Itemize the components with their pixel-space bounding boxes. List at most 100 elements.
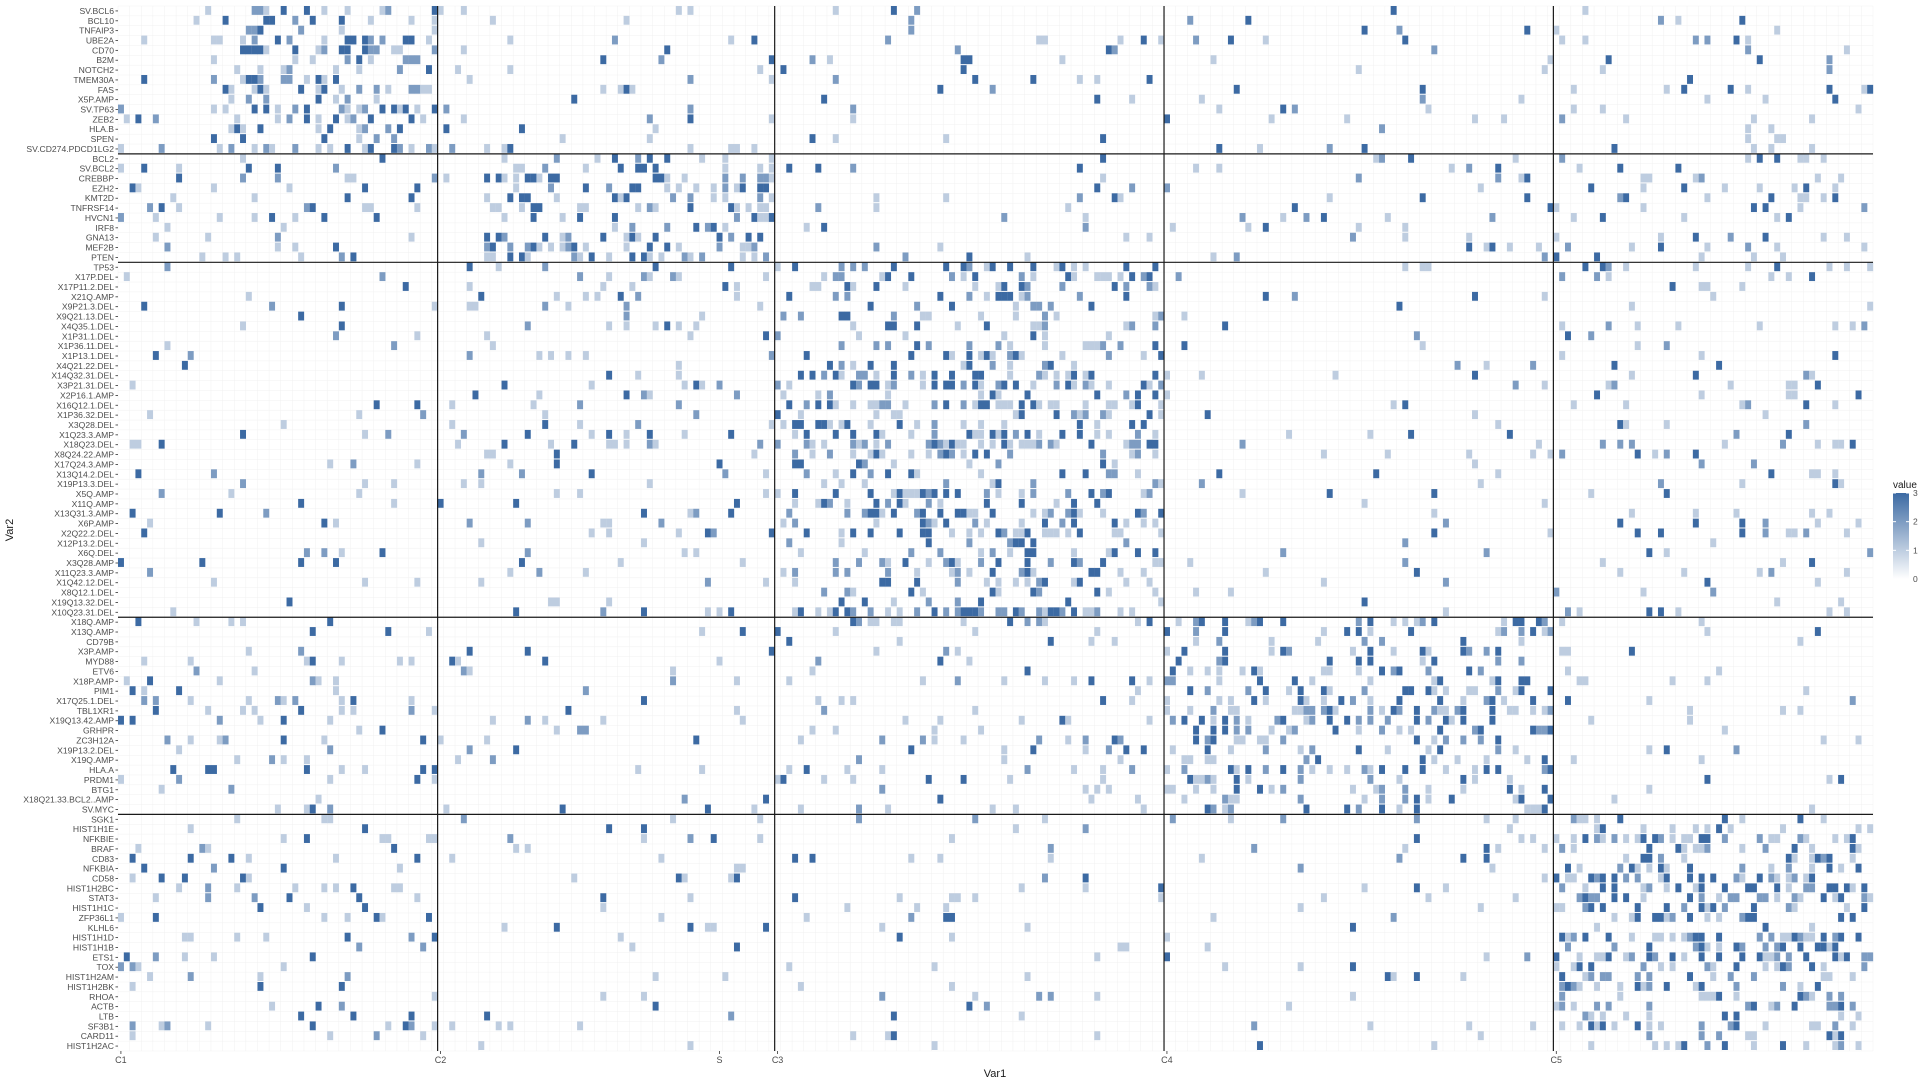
heatmap-cell <box>1408 153 1415 163</box>
heatmap-cell <box>1814 469 1821 479</box>
heatmap-cell <box>577 1021 584 1031</box>
heatmap-cell <box>379 272 386 282</box>
heatmap-cell <box>1053 400 1060 410</box>
heatmap-cell <box>879 784 886 794</box>
heatmap-cell <box>1425 745 1432 755</box>
heatmap-cell <box>710 193 717 203</box>
heatmap-cell <box>815 400 822 410</box>
heatmap-cell <box>1036 617 1043 627</box>
heatmap-cell <box>176 686 183 696</box>
heatmap-cell <box>292 45 299 55</box>
heatmap-cell <box>1797 636 1804 646</box>
heatmap-cell <box>141 35 148 45</box>
heatmap-cell <box>152 705 159 715</box>
heatmap-cell <box>1512 686 1519 696</box>
heatmap-cell <box>1105 429 1112 439</box>
heatmap-cell <box>1158 311 1165 321</box>
heatmap-cell <box>1809 558 1816 567</box>
heatmap-cell <box>1193 587 1200 597</box>
heatmap-cell <box>240 173 246 183</box>
heatmap-cell <box>983 577 990 587</box>
heatmap-cell <box>274 104 281 114</box>
heatmap-cell <box>484 144 491 153</box>
heatmap-cell <box>1611 1021 1618 1031</box>
heatmap-cell <box>408 15 415 25</box>
heatmap-cell <box>1030 400 1037 410</box>
heatmap-cell <box>1251 1021 1258 1031</box>
heatmap-cell <box>1379 666 1385 676</box>
heatmap-cell <box>1472 765 1478 774</box>
heatmap-cell <box>1838 173 1845 183</box>
heatmap-cell <box>1065 715 1072 725</box>
heatmap-cell <box>1024 439 1031 449</box>
heatmap-cell <box>181 952 188 962</box>
heatmap-cell <box>763 331 770 341</box>
heatmap-cell <box>431 834 438 843</box>
heatmap-cell <box>1867 262 1874 272</box>
y-tick-label: X11Q.AMP <box>72 499 115 509</box>
heatmap-cell <box>1657 607 1664 617</box>
heatmap-cell <box>414 577 421 587</box>
heatmap-cell <box>1007 538 1014 548</box>
heatmap-cell <box>1663 745 1670 755</box>
heatmap-cell <box>856 755 862 765</box>
heatmap-cell <box>1663 863 1670 873</box>
heatmap-cell <box>1402 222 1409 232</box>
heatmap-cell <box>1198 853 1205 863</box>
heatmap-cell <box>1402 538 1409 548</box>
heatmap-cell <box>850 469 857 479</box>
heatmap-cell <box>1012 380 1019 390</box>
heatmap-cell <box>303 804 310 814</box>
heatmap-cell <box>1518 617 1525 627</box>
heatmap-cell <box>641 696 647 705</box>
heatmap-cell <box>1239 213 1246 222</box>
heatmap-cell <box>1082 873 1089 883</box>
heatmap-cell <box>216 213 223 222</box>
heatmap-cell <box>367 55 374 65</box>
heatmap-cell <box>1442 577 1449 587</box>
heatmap-cell <box>298 498 305 508</box>
heatmap-cell <box>792 420 799 429</box>
heatmap-cell <box>885 577 892 587</box>
heatmap-cell <box>489 341 496 351</box>
heatmap-cell <box>333 94 339 104</box>
heatmap-cell <box>571 439 578 449</box>
heatmap-cell <box>1797 893 1804 903</box>
heatmap-cell <box>1675 607 1682 617</box>
heatmap-cell <box>1791 903 1798 912</box>
heatmap-cell <box>1669 952 1676 962</box>
heatmap-cell <box>338 252 345 262</box>
heatmap-cell <box>983 400 990 410</box>
heatmap-cell <box>809 666 816 676</box>
heatmap-cell <box>1291 104 1298 114</box>
heatmap-cell <box>832 134 839 144</box>
heatmap-cell <box>1384 449 1391 459</box>
heatmap-cell <box>1105 745 1112 755</box>
heatmap-cell <box>908 449 915 459</box>
heatmap-cell <box>1640 173 1647 183</box>
heatmap-cell <box>908 15 915 25</box>
heatmap-cell <box>1809 863 1816 873</box>
heatmap-cell <box>1280 715 1287 725</box>
heatmap-cell <box>338 765 345 774</box>
heatmap-cell <box>449 1021 456 1031</box>
heatmap-cell <box>611 439 618 449</box>
heatmap-cell <box>1570 932 1577 942</box>
heatmap-cell <box>1344 627 1351 636</box>
heatmap-cell <box>1512 794 1519 804</box>
heatmap-cell <box>1681 952 1688 962</box>
heatmap-cell <box>280 755 287 765</box>
heatmap-cell <box>687 922 694 932</box>
heatmap-cell <box>1721 903 1728 912</box>
heatmap-cell <box>1687 715 1693 725</box>
heatmap-cell <box>850 282 857 291</box>
heatmap-cell <box>1175 617 1182 627</box>
heatmap-cell <box>1843 45 1850 55</box>
heatmap-cell <box>1750 144 1757 153</box>
heatmap-cell <box>1059 55 1066 65</box>
heatmap-cell <box>1814 380 1821 390</box>
heatmap-cell <box>391 883 398 893</box>
heatmap-cell <box>699 765 706 774</box>
heatmap-cell <box>1053 607 1060 617</box>
heatmap-cell <box>1286 646 1293 656</box>
